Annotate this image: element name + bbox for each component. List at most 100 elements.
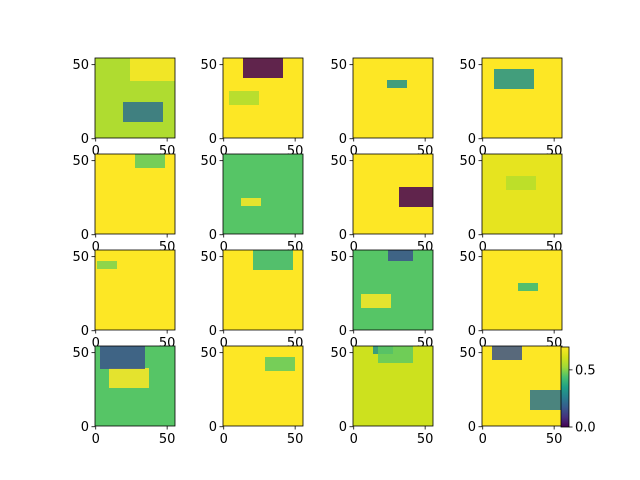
y-tick-label: 50	[200, 346, 217, 361]
y-tick-label: 0	[209, 420, 217, 435]
x-tick-label: 0	[479, 336, 487, 351]
x-tick-label: 0	[220, 336, 228, 351]
heatmap-image	[353, 58, 433, 138]
x-tick-label: 0	[350, 144, 358, 159]
x-tick-label: 0	[350, 432, 358, 447]
axes-frame	[352, 153, 434, 235]
heatmap-region	[492, 346, 522, 360]
axes-frame	[94, 153, 176, 235]
x-tick-label: 50	[546, 432, 563, 447]
colorbar: 0.0 0.5	[560, 346, 596, 436]
axes-frame	[94, 57, 176, 139]
x-tick-label: 0	[350, 240, 358, 255]
heatmap-region	[100, 346, 145, 369]
heatmap-region	[387, 80, 407, 88]
panel-r3-c2: 0 50 0 50	[330, 345, 434, 447]
heatmap-region	[123, 102, 163, 122]
y-tick-label: 50	[459, 250, 476, 265]
axes-frame	[352, 57, 434, 139]
heatmap-region	[109, 368, 149, 388]
y-tick-label: 50	[459, 154, 476, 169]
y-tick-label: 0	[339, 132, 347, 147]
heatmap-region	[494, 69, 534, 89]
y-tick-label: 0	[81, 324, 89, 339]
heatmap-region	[530, 390, 562, 410]
x-tick-label: 0	[479, 432, 487, 447]
axes-frame	[352, 249, 434, 331]
y-tick-label: 0	[339, 324, 347, 339]
x-tick-label: 0	[92, 240, 100, 255]
heatmap-region	[243, 58, 283, 78]
y-tick-label: 50	[459, 346, 476, 361]
axes-frame	[481, 57, 563, 139]
x-tick-label: 0	[92, 336, 100, 351]
x-tick-label: 0	[92, 144, 100, 159]
y-tick-label: 50	[72, 58, 89, 73]
axes-frame	[352, 345, 434, 427]
y-tick-label: 50	[330, 154, 347, 169]
y-tick-label: 0	[468, 420, 476, 435]
y-tick-label: 0	[209, 228, 217, 243]
colorbar-gradient	[561, 347, 569, 427]
heatmap-image	[353, 250, 433, 330]
axes-frame	[94, 249, 176, 331]
x-tick-label: 0	[350, 336, 358, 351]
heatmap-region	[378, 346, 413, 363]
panel-r3-c1: 0 50 0 50	[200, 345, 304, 447]
heatmap-region	[253, 250, 293, 270]
y-tick-label: 0	[339, 228, 347, 243]
x-tick-label: 0	[220, 240, 228, 255]
heatmap-region	[241, 198, 261, 206]
y-tick-label: 0	[81, 228, 89, 243]
y-tick-label: 0	[81, 132, 89, 147]
x-tick-label: 0	[92, 432, 100, 447]
panel-r3-c0: 0 50 0 50	[72, 345, 176, 447]
y-tick-label: 50	[330, 58, 347, 73]
heatmap-region	[388, 250, 413, 261]
y-tick-label: 50	[200, 250, 217, 265]
axes-frame	[222, 153, 304, 235]
y-tick-label: 50	[72, 154, 89, 169]
x-tick-label: 50	[159, 432, 176, 447]
x-tick-label: 50	[417, 432, 434, 447]
axes-frame	[222, 57, 304, 139]
heatmap-region	[130, 58, 175, 81]
axes-frame	[481, 249, 563, 331]
axes-frame	[222, 249, 304, 331]
y-tick-label: 0	[339, 420, 347, 435]
y-tick-label: 50	[200, 58, 217, 73]
y-tick-label: 50	[459, 58, 476, 73]
x-tick-label: 0	[479, 144, 487, 159]
colorbar-frame	[560, 346, 570, 428]
y-tick-label: 0	[468, 132, 476, 147]
colorbar-tick-label: 0.5	[575, 363, 596, 378]
heatmap-region	[229, 91, 259, 105]
heatmap-image	[223, 154, 303, 234]
y-tick-label: 50	[72, 250, 89, 265]
heatmap-region	[265, 357, 295, 371]
heatmap-region	[518, 283, 538, 291]
x-tick-label: 0	[220, 432, 228, 447]
y-tick-label: 0	[209, 132, 217, 147]
x-tick-label: 0	[479, 240, 487, 255]
y-tick-label: 50	[200, 154, 217, 169]
colorbar-tick-label: 0.0	[575, 421, 596, 436]
x-tick-label: 50	[287, 432, 304, 447]
axes-frame	[481, 153, 563, 235]
panel-r3-c3: 0 50 0 50	[459, 345, 563, 447]
y-tick-label: 50	[330, 346, 347, 361]
heatmap-region	[361, 294, 391, 308]
heatmap-region	[97, 261, 117, 269]
